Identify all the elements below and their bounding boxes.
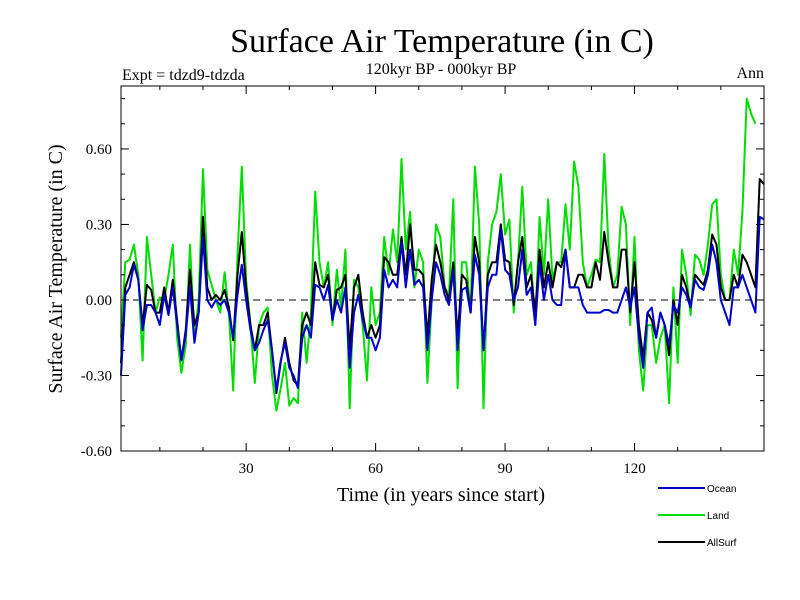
x-axis-label: Time (in years since start) (337, 484, 545, 506)
y-tick-label: -0.60 (81, 444, 112, 460)
legend-label-allsurf: AllSurf (707, 538, 737, 549)
y-tick-label: 0.60 (86, 142, 112, 158)
y-tick-label: -0.30 (81, 368, 112, 384)
x-tick-label: 60 (368, 461, 383, 477)
x-tick-label: 30 (239, 461, 254, 477)
y-tick-label: 0.30 (86, 217, 112, 233)
x-tick-label: 120 (623, 461, 646, 477)
series-line-land (120, 97, 757, 412)
season-label: Ann (736, 65, 764, 82)
legend: Ocean Land AllSurf (658, 484, 737, 549)
experiment-label: Expt = tdzd9-tdzda (122, 67, 245, 84)
series-line-ocean (120, 215, 765, 392)
legend-label-land: Land (707, 511, 729, 522)
y-axis-label: Surface Air Temperature (in C) (45, 144, 67, 393)
plot-frame (120, 85, 765, 452)
chart-subtitle: 120kyr BP - 000kyr BP (366, 61, 517, 78)
chart-title: Surface Air Temperature (in C) (230, 23, 654, 60)
x-tick-label: 90 (498, 461, 513, 477)
legend-label-ocean: Ocean (707, 484, 736, 495)
y-tick-label: 0.00 (86, 293, 112, 309)
plot-area: -0.60 -0.30 0.00 0.30 0.60 30 60 90 120 (81, 85, 765, 477)
